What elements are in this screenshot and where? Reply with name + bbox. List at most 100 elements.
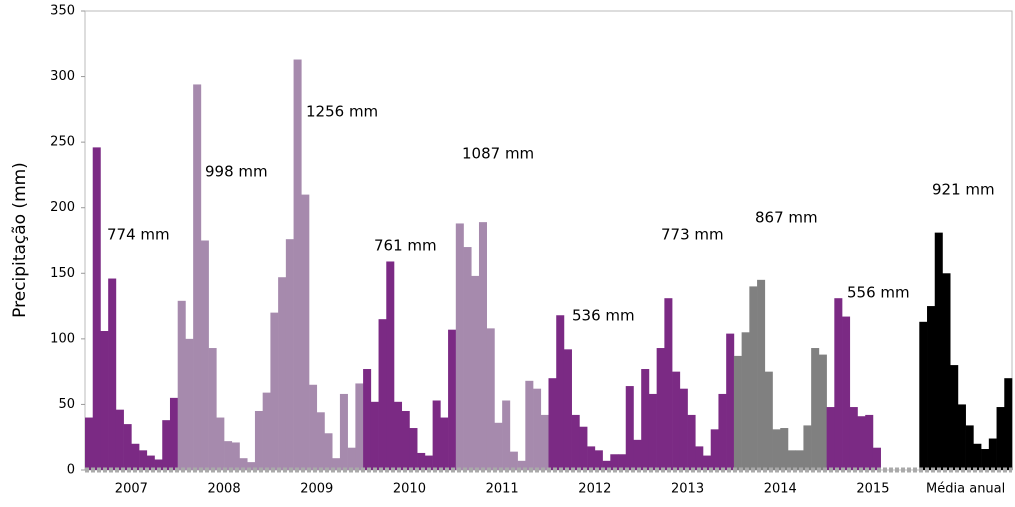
bar	[988, 438, 997, 470]
bar	[417, 452, 426, 470]
bar	[316, 412, 325, 470]
bar	[231, 442, 240, 470]
bar	[625, 386, 634, 470]
bar	[525, 380, 534, 470]
bar	[478, 222, 487, 470]
y-axis-label: Precipitação (mm)	[10, 162, 30, 318]
bar	[154, 459, 163, 470]
bar	[146, 455, 155, 470]
bar	[471, 275, 480, 470]
bar	[193, 84, 202, 470]
bar	[803, 425, 812, 470]
bar	[301, 194, 310, 470]
x-tick-label: 2008	[208, 482, 241, 497]
bar	[764, 371, 773, 470]
bar	[309, 384, 318, 470]
bar	[602, 460, 611, 470]
bar	[533, 388, 542, 470]
bar	[610, 454, 619, 470]
bar	[563, 349, 572, 470]
bar	[285, 239, 294, 470]
bar	[679, 388, 688, 470]
y-tick-label: 100	[50, 331, 75, 346]
bar	[378, 319, 387, 470]
bar	[950, 365, 959, 470]
bar	[502, 400, 511, 470]
bar	[332, 458, 341, 470]
bar	[85, 417, 94, 470]
bar	[664, 298, 673, 470]
bar	[324, 433, 333, 470]
y-tick-label: 300	[50, 69, 75, 84]
bar	[811, 348, 820, 470]
bar	[787, 450, 796, 470]
bar	[409, 428, 418, 470]
bar	[703, 455, 712, 470]
bar	[834, 298, 843, 470]
bar	[463, 247, 472, 470]
bar	[687, 414, 696, 470]
bar	[741, 332, 750, 470]
bar	[394, 401, 403, 470]
y-tick-label: 150	[50, 266, 75, 281]
y-tick-label: 50	[58, 397, 75, 412]
bar	[169, 397, 178, 470]
bar	[633, 439, 642, 470]
bar	[200, 240, 209, 470]
x-tick-label: 2014	[764, 482, 797, 497]
annotation: 556 mm	[847, 284, 910, 302]
bar	[957, 404, 966, 470]
x-tick-label: 2015	[856, 482, 889, 497]
bar	[185, 338, 194, 470]
x-tick-label: 2012	[578, 482, 611, 497]
y-tick-label: 250	[50, 135, 75, 150]
bar	[618, 454, 627, 470]
annotation: 921 mm	[932, 181, 995, 199]
bar	[641, 369, 650, 470]
bar	[695, 446, 704, 470]
bar	[934, 232, 943, 470]
bar	[424, 455, 433, 470]
bar	[224, 441, 233, 470]
bar	[672, 371, 681, 470]
y-tick-label: 0	[67, 463, 75, 478]
bar	[432, 400, 441, 470]
bar	[780, 428, 789, 470]
bar	[370, 401, 379, 470]
bar	[517, 460, 526, 470]
y-tick-label: 350	[50, 4, 75, 19]
bar	[455, 223, 464, 470]
annotation: 867 mm	[755, 209, 818, 227]
bar	[733, 355, 742, 470]
bar	[278, 277, 287, 470]
bar	[177, 300, 186, 470]
bar	[401, 410, 410, 470]
bar	[509, 451, 518, 470]
bar	[486, 328, 495, 470]
annotation: 998 mm	[205, 163, 268, 181]
bar	[710, 429, 719, 470]
bar	[494, 422, 503, 470]
bar	[865, 414, 874, 470]
bar	[1004, 378, 1013, 470]
bar	[139, 450, 148, 470]
annotation: 1256 mm	[306, 103, 378, 121]
x-tick-label: 2011	[486, 482, 519, 497]
bar	[842, 316, 851, 470]
x-tick-label: 2013	[671, 482, 704, 497]
bar	[440, 417, 449, 470]
bar	[293, 59, 302, 470]
bar	[818, 354, 827, 470]
bar	[772, 429, 781, 470]
bar	[448, 329, 457, 470]
bar	[656, 348, 665, 470]
x-tick-label: 2010	[393, 482, 426, 497]
bar	[579, 426, 588, 470]
bar	[981, 449, 990, 470]
bar	[872, 447, 881, 470]
bar	[92, 147, 101, 471]
bar	[795, 450, 804, 470]
bar	[973, 443, 982, 470]
bar	[648, 393, 657, 470]
bar	[123, 424, 132, 470]
